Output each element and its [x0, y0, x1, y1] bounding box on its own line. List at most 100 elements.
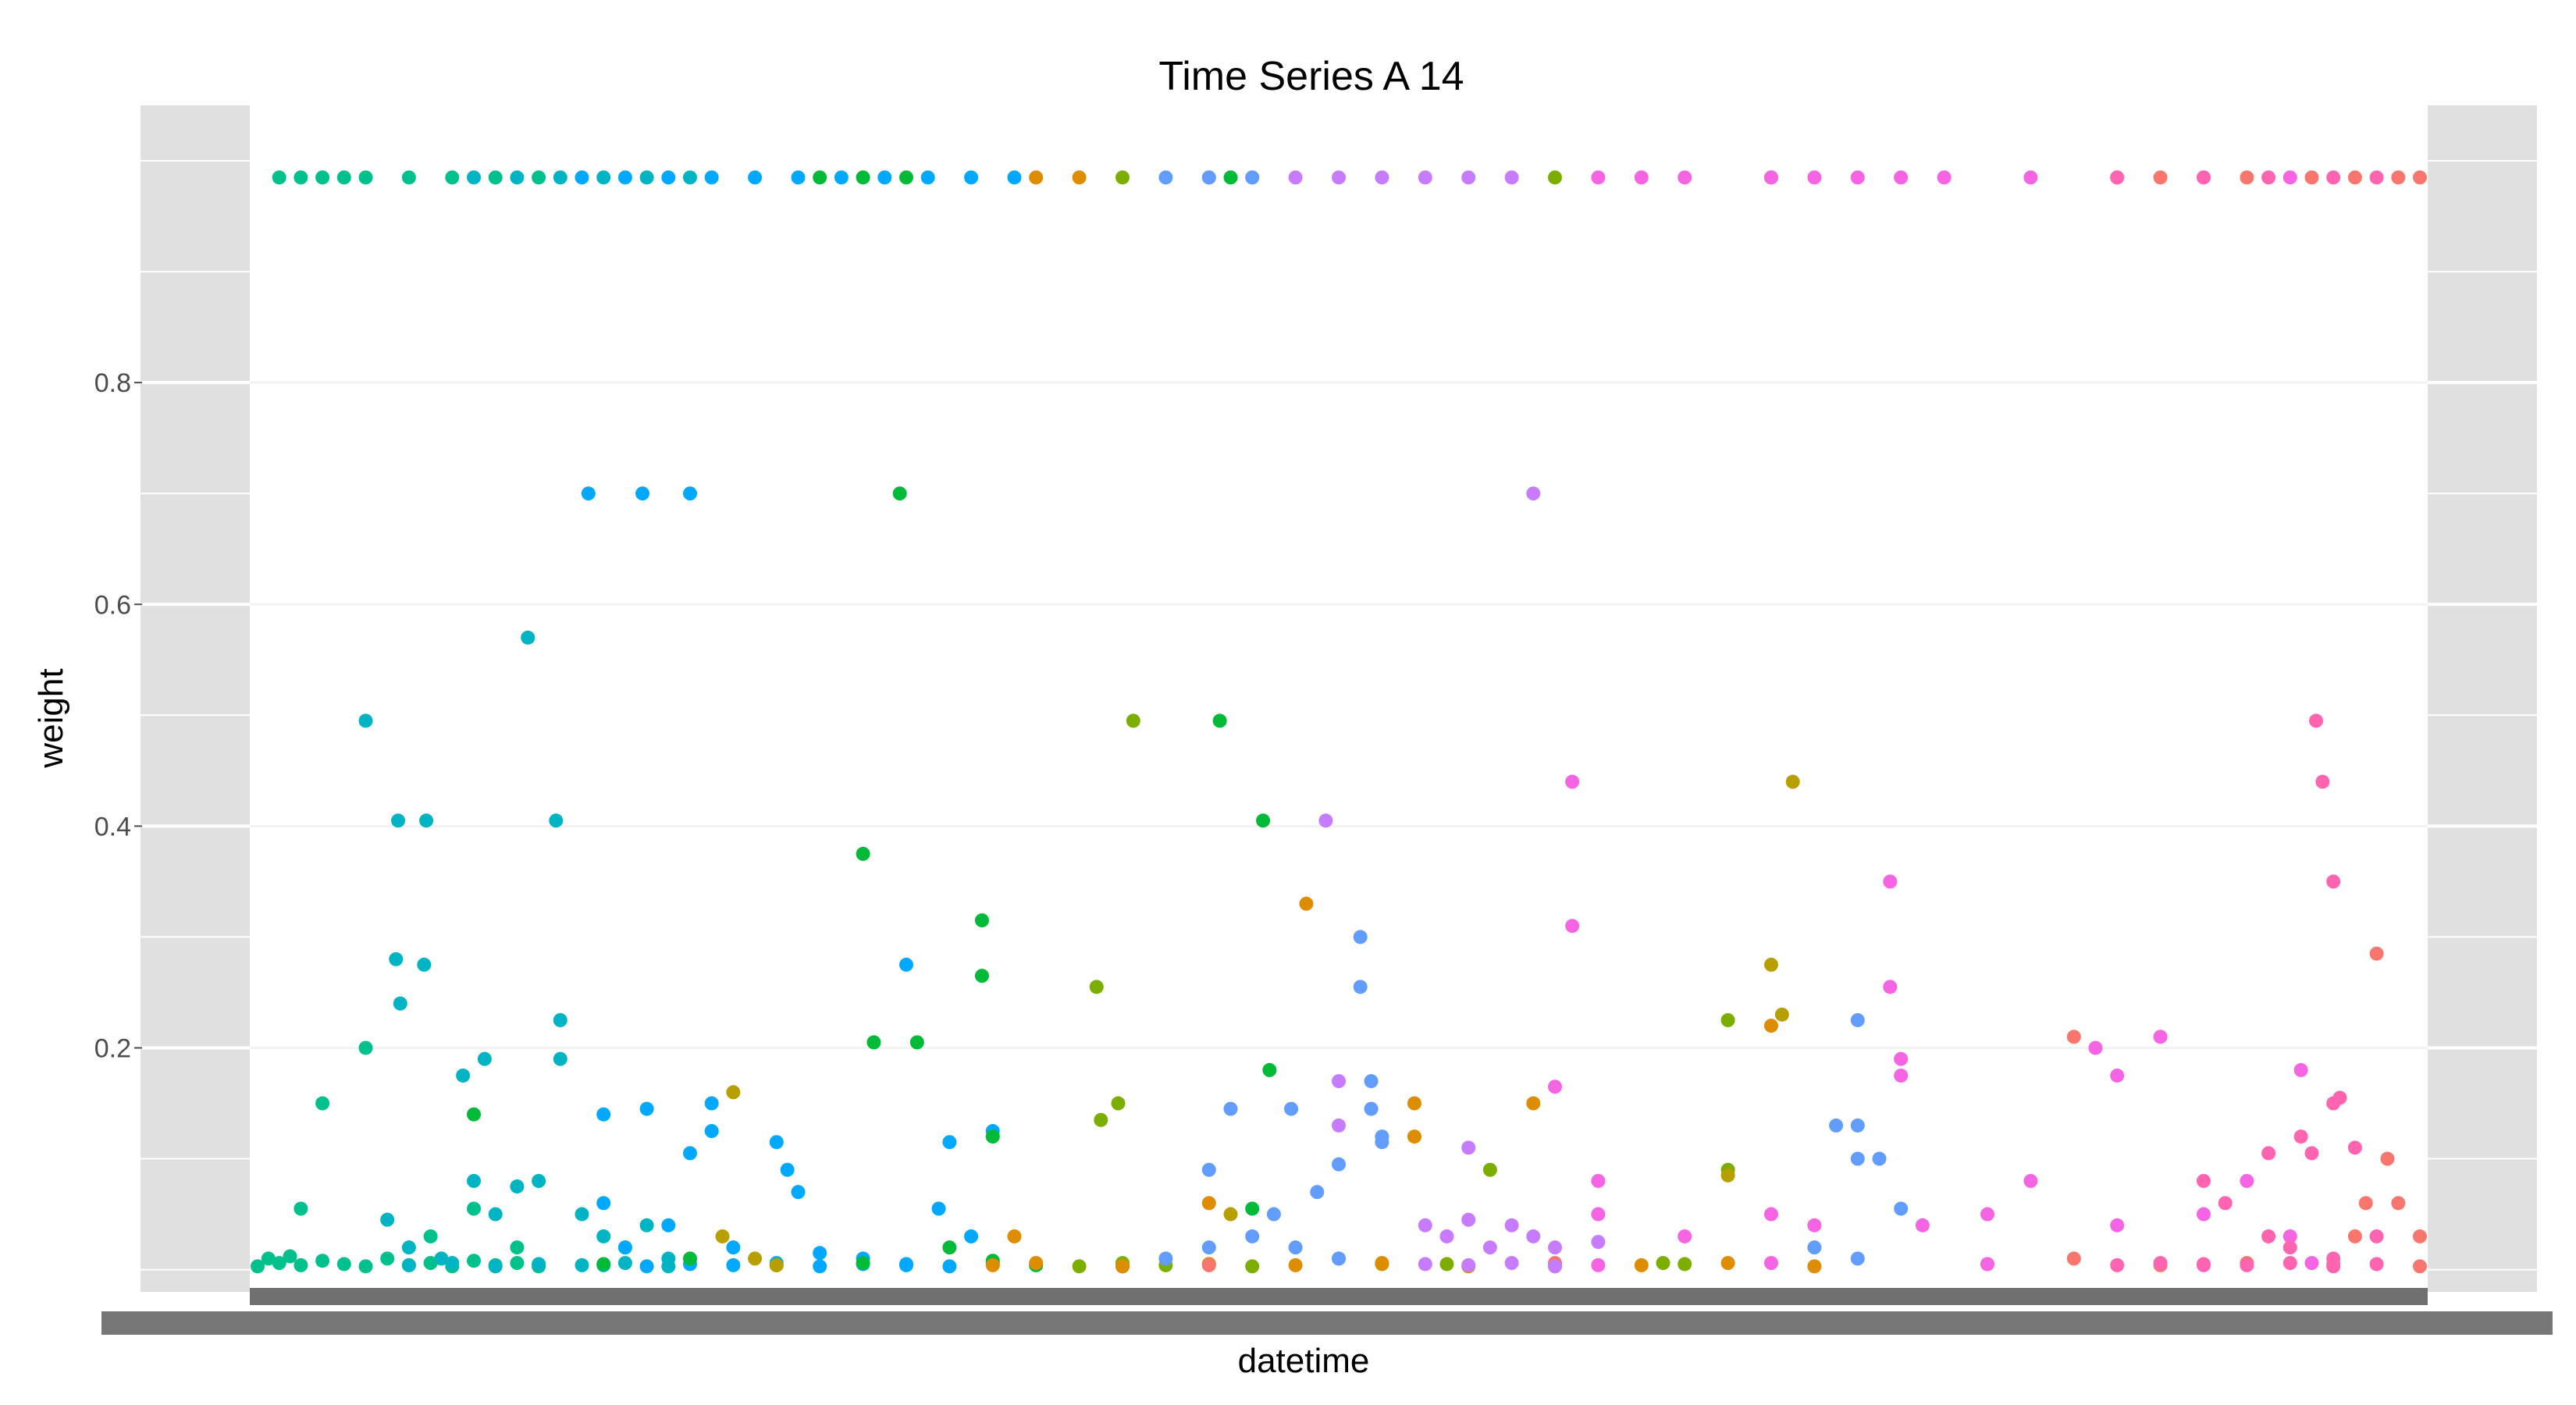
- data-point: [1201, 1257, 1216, 1272]
- data-point: [596, 1107, 611, 1122]
- data-point: [2088, 1040, 2103, 1055]
- data-point: [2309, 713, 2324, 728]
- data-point: [856, 1256, 870, 1271]
- data-point: [1764, 170, 1778, 185]
- data-point: [1332, 1074, 1346, 1089]
- data-point: [2153, 1256, 2168, 1271]
- data-point: [866, 1035, 881, 1050]
- data-point: [1461, 1257, 1476, 1272]
- data-point: [791, 1185, 806, 1200]
- data-point: [2110, 1068, 2125, 1083]
- data-point: [2304, 1146, 2319, 1161]
- data-point: [2023, 1173, 2038, 1188]
- x-axis-tick-labels-overlap: [101, 1311, 2553, 1335]
- data-point: [661, 1259, 676, 1274]
- data-point: [510, 170, 525, 185]
- data-point: [2261, 1229, 2276, 1243]
- data-point: [856, 170, 870, 185]
- data-point: [769, 1257, 784, 1272]
- data-point: [1591, 1235, 1606, 1250]
- data-point: [1504, 1256, 1519, 1271]
- data-point: [2315, 774, 2330, 789]
- data-point: [1375, 170, 1389, 185]
- data-point: [1634, 1257, 1649, 1272]
- data-point: [336, 170, 351, 185]
- data-point: [434, 1251, 449, 1266]
- data-point: [261, 1251, 276, 1266]
- data-point: [2282, 1229, 2297, 1243]
- data-point: [974, 913, 989, 928]
- data-point: [899, 957, 913, 972]
- data-point: [2153, 170, 2168, 185]
- data-point: [272, 170, 286, 185]
- x-axis-label: datetime: [1238, 1342, 1370, 1380]
- data-point: [553, 1012, 568, 1027]
- data-point: [2197, 170, 2211, 185]
- data-point: [1407, 1096, 1421, 1111]
- data-point: [2293, 1062, 2308, 1077]
- data-point: [423, 1229, 438, 1243]
- data-point: [1591, 170, 1606, 185]
- data-point: [336, 1257, 351, 1272]
- data-point: [1526, 486, 1541, 501]
- data-point: [1565, 774, 1580, 789]
- data-point: [726, 1085, 741, 1100]
- data-point: [639, 1259, 654, 1274]
- data-point: [532, 1173, 546, 1188]
- data-point: [1418, 1257, 1432, 1272]
- data-point: [2304, 170, 2319, 185]
- data-point: [683, 170, 697, 185]
- data-point: [1375, 1256, 1389, 1271]
- data-point: [532, 170, 546, 185]
- data-point: [401, 170, 416, 185]
- data-point: [1407, 1129, 1421, 1144]
- data-point: [389, 951, 404, 966]
- data-point: [575, 170, 589, 185]
- data-point: [1850, 1012, 1865, 1027]
- data-point: [1364, 1101, 1379, 1116]
- data-point: [1111, 1096, 1126, 1111]
- data-point: [892, 486, 907, 501]
- data-point: [1115, 170, 1130, 185]
- data-point: [1678, 1257, 1692, 1272]
- data-point: [1526, 1096, 1541, 1111]
- data-point: [769, 1135, 784, 1150]
- data-point: [715, 1229, 730, 1243]
- data-point: [974, 969, 989, 984]
- data-point: [1029, 170, 1044, 185]
- data-point: [617, 1240, 632, 1255]
- data-point: [1764, 957, 1778, 972]
- data-point: [532, 1257, 546, 1272]
- data-point: [1299, 896, 1314, 911]
- data-point: [617, 170, 632, 185]
- data-point: [1548, 170, 1562, 185]
- data-point: [942, 1240, 957, 1255]
- data-point: [985, 1129, 1000, 1144]
- data-point: [1158, 1251, 1173, 1266]
- data-point: [358, 1040, 373, 1055]
- data-point: [1980, 1207, 1994, 1222]
- data-point: [2110, 1218, 2125, 1232]
- data-point: [683, 486, 697, 501]
- data-point: [315, 170, 330, 185]
- data-point: [2369, 1229, 2384, 1243]
- strip-background-left: [141, 105, 250, 1292]
- data-point: [2240, 170, 2254, 185]
- data-point: [2369, 946, 2384, 961]
- data-point: [1915, 1218, 1930, 1232]
- data-point: [1318, 813, 1333, 828]
- data-point: [1375, 1135, 1389, 1150]
- data-point: [1850, 1251, 1865, 1266]
- data-point: [596, 170, 611, 185]
- data-point: [510, 1240, 525, 1255]
- data-point: [1829, 1118, 1844, 1133]
- data-point: [1720, 1012, 1735, 1027]
- data-point: [488, 170, 503, 185]
- data-point: [1937, 170, 1952, 185]
- data-point: [1591, 1257, 1606, 1272]
- plot-panel: [250, 105, 2428, 1292]
- data-point: [1461, 170, 1476, 185]
- data-point: [315, 1254, 330, 1268]
- data-point: [1418, 1218, 1432, 1232]
- data-point: [2326, 874, 2341, 889]
